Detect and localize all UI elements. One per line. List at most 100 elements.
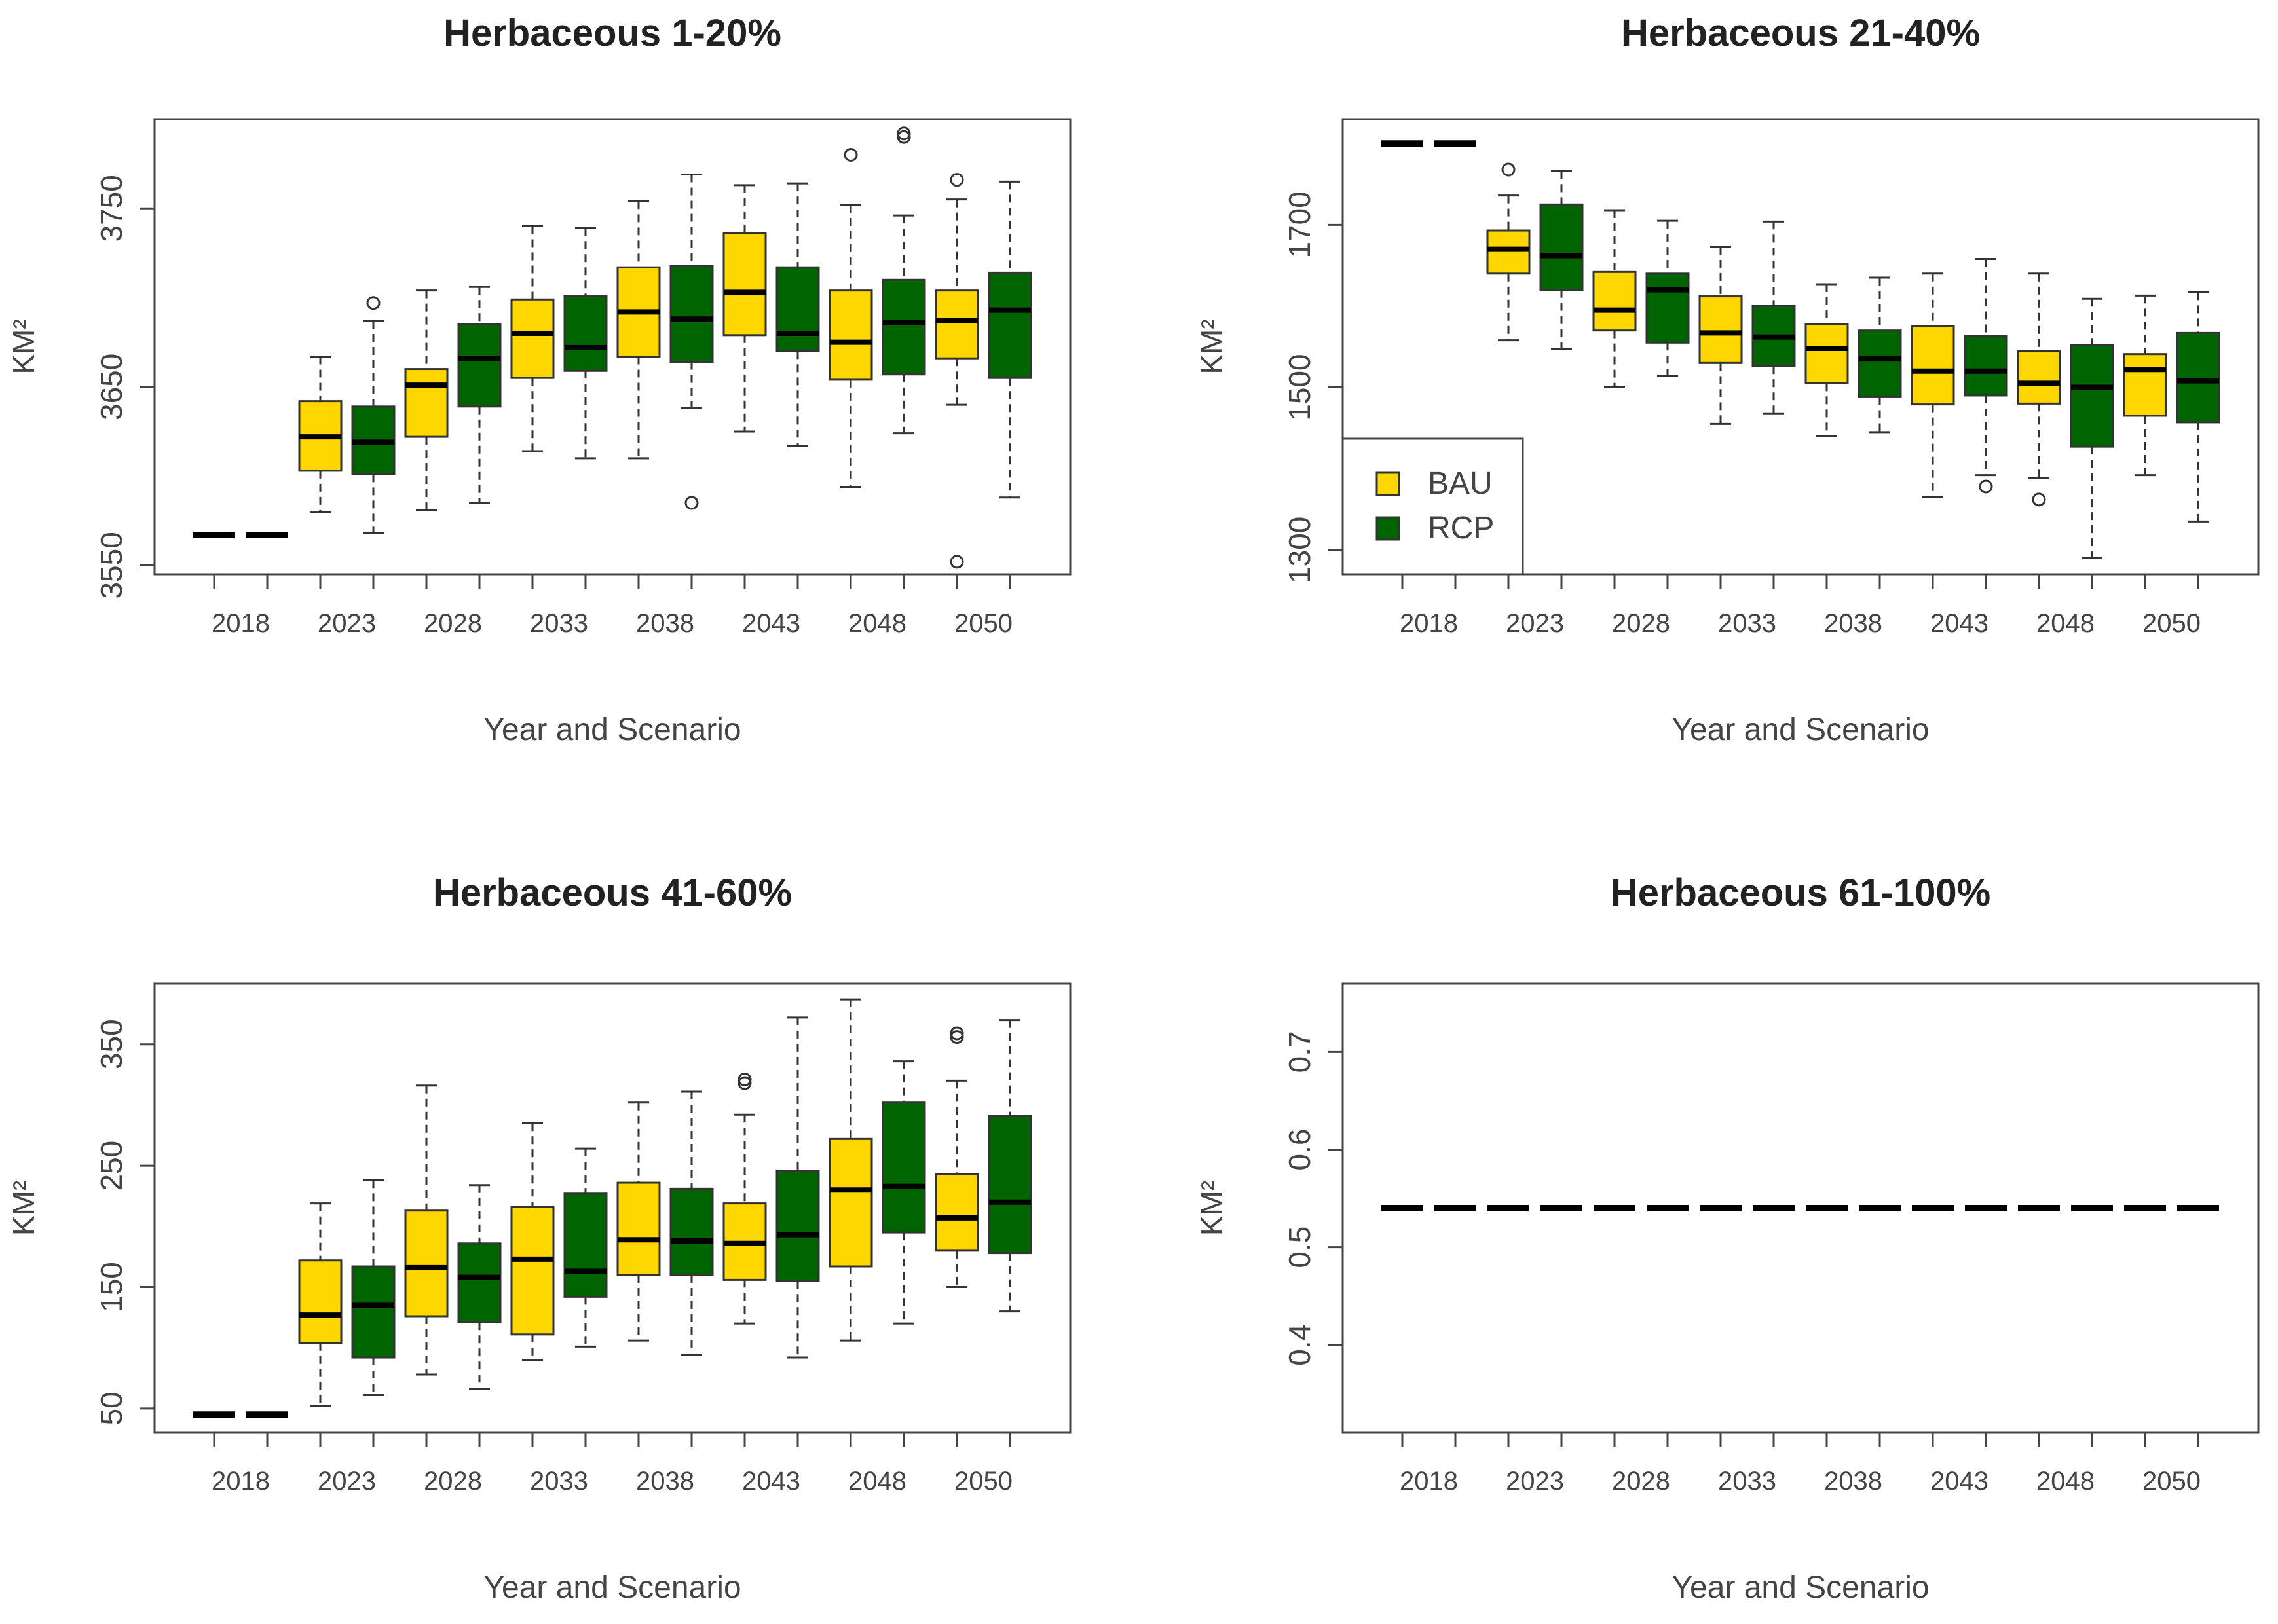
box-bau-2033 bbox=[510, 225, 555, 452]
box-bau-2033 bbox=[1698, 246, 1743, 425]
x-tick-label: 2033 bbox=[530, 609, 588, 638]
box-body bbox=[775, 266, 820, 352]
box-bau-2048 bbox=[829, 998, 873, 1342]
box-body bbox=[1539, 203, 1584, 291]
x-tick-label: 2033 bbox=[1718, 609, 1776, 638]
box-bau-2038 bbox=[1804, 283, 1849, 437]
box-rcp-2050 bbox=[988, 180, 1032, 499]
outlier-point bbox=[950, 173, 964, 187]
x-tick-label: 2023 bbox=[1506, 1467, 1564, 1496]
box-rcp-2048 bbox=[2070, 297, 2114, 559]
x-tick-label: 2048 bbox=[2036, 609, 2095, 638]
x-tick-label: 2033 bbox=[530, 1467, 588, 1496]
box-rcp-2028 bbox=[457, 286, 502, 504]
box-body bbox=[563, 1192, 608, 1298]
box-body bbox=[457, 1242, 502, 1323]
x-tick-label: 2023 bbox=[1506, 609, 1564, 638]
y-tick-label: 0.6 bbox=[1282, 1129, 1316, 1171]
outlier-point bbox=[950, 1026, 964, 1041]
box-rcp-2033 bbox=[563, 227, 608, 460]
outlier-point bbox=[366, 296, 381, 310]
x-tick-label: 2028 bbox=[1612, 1467, 1670, 1496]
box-body bbox=[829, 289, 873, 381]
box-bau-2048 bbox=[2017, 272, 2061, 507]
outlier-point bbox=[950, 555, 964, 569]
box-rcp-2043 bbox=[775, 182, 820, 447]
box-rcp-2038 bbox=[1858, 276, 1902, 434]
box-body bbox=[669, 264, 714, 363]
x-tick-label: 2043 bbox=[1930, 1467, 1989, 1496]
y-axis-label: KM² bbox=[1195, 319, 1229, 374]
box-rcp-2048 bbox=[882, 126, 926, 435]
box-bau-2043 bbox=[722, 184, 767, 433]
outlier-point bbox=[1979, 479, 1993, 494]
y-tick-label: 1500 bbox=[1282, 354, 1316, 420]
box-body bbox=[2017, 350, 2061, 405]
box-body bbox=[1964, 335, 2008, 397]
x-tick-label: 2050 bbox=[2142, 1467, 2201, 1496]
outlier-point bbox=[738, 1072, 752, 1086]
box-body bbox=[829, 1137, 873, 1268]
box-body bbox=[1804, 323, 1849, 384]
box-body bbox=[616, 1181, 661, 1276]
box-body bbox=[935, 1173, 979, 1252]
x-tick-label: 2038 bbox=[1824, 1467, 1882, 1496]
box-rcp-2023 bbox=[351, 1179, 396, 1397]
x-tick-label: 2043 bbox=[742, 1467, 800, 1496]
chart-title: Herbaceous 1-20% bbox=[443, 12, 781, 54]
outlier-point bbox=[1501, 162, 1516, 177]
box-body bbox=[510, 298, 555, 379]
box-bau-2023 bbox=[298, 1202, 343, 1407]
x-tick-label: 2023 bbox=[318, 609, 376, 638]
box-body bbox=[1486, 229, 1531, 275]
y-tick-label: 50 bbox=[94, 1392, 128, 1425]
x-tick-label: 2048 bbox=[2036, 1467, 2095, 1496]
box-bau-2038 bbox=[616, 200, 661, 460]
box-body bbox=[882, 1101, 926, 1234]
legend-swatch-rcp bbox=[1375, 516, 1400, 541]
y-tick-label: 0.7 bbox=[1282, 1031, 1316, 1073]
box-bau-2050 bbox=[2123, 294, 2167, 477]
chart-title: Herbaceous 21-40% bbox=[1621, 12, 1980, 54]
box-body bbox=[351, 1265, 396, 1359]
box-body bbox=[457, 323, 502, 408]
x-tick-label: 2050 bbox=[954, 1467, 1013, 1496]
box-rcp-2043 bbox=[1964, 257, 2008, 494]
box-rcp-2048 bbox=[882, 1060, 926, 1325]
box-body bbox=[935, 289, 979, 360]
x-axis-label: Year and Scenario bbox=[1671, 712, 1929, 747]
chart-panel-1: Herbaceous 1-20% 3550 3650 3750 KM² 2018 2023 2… bbox=[7, 12, 1072, 747]
x-axis-label: Year and Scenario bbox=[483, 1570, 741, 1605]
box-rcp-2043 bbox=[775, 1016, 820, 1359]
x-tick-label: 2033 bbox=[1718, 1467, 1776, 1496]
box-bau-2043 bbox=[722, 1072, 767, 1325]
legend-box bbox=[1341, 437, 1524, 576]
y-tick-label: 1700 bbox=[1282, 191, 1316, 258]
y-tick-label: 3650 bbox=[94, 354, 128, 420]
x-tick-label: 2028 bbox=[424, 609, 482, 638]
x-tick-label: 2043 bbox=[742, 609, 800, 638]
plot-frame bbox=[1341, 118, 2260, 576]
box-bau-2048 bbox=[829, 148, 873, 488]
x-tick-label: 2018 bbox=[1400, 609, 1458, 638]
chart-title: Herbaceous 41-60% bbox=[433, 872, 792, 914]
y-axis-label: KM² bbox=[1195, 1181, 1229, 1236]
box-bau-2028 bbox=[1592, 209, 1637, 389]
y-tick-label: 0.4 bbox=[1282, 1324, 1316, 1366]
x-tick-label: 2018 bbox=[1400, 1467, 1458, 1496]
x-tick-label: 2028 bbox=[424, 1467, 482, 1496]
legend-label-rcp: RCP bbox=[1428, 511, 1494, 545]
y-tick-label: 350 bbox=[94, 1019, 128, 1069]
chart-panel-2: Herbaceous 21-40% 1300 1500 1700 KM² 2018 2023… bbox=[1195, 12, 2260, 747]
box-bau-2038 bbox=[616, 1101, 661, 1342]
legend-swatch-bau bbox=[1375, 471, 1400, 496]
legend-label-bau: BAU bbox=[1428, 466, 1493, 501]
y-tick-label: 250 bbox=[94, 1141, 128, 1191]
outlier-point bbox=[738, 1076, 752, 1090]
box-bau-2043 bbox=[1911, 272, 1955, 498]
y-tick-label: 1300 bbox=[1282, 517, 1316, 583]
box-body bbox=[298, 1259, 343, 1344]
box-rcp-2038 bbox=[669, 173, 714, 510]
box-body bbox=[404, 368, 449, 438]
box-body bbox=[2176, 331, 2220, 424]
